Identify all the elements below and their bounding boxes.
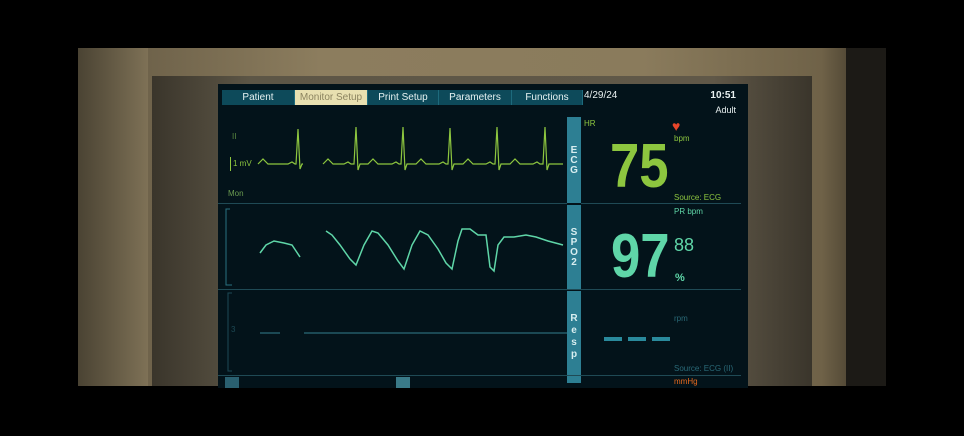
- time: 10:51: [710, 90, 736, 101]
- date: 4/29/24: [584, 90, 618, 101]
- scroll-handle[interactable]: [396, 377, 410, 388]
- ecg-label-text: ECG: [568, 145, 580, 175]
- spo2-unit: %: [675, 272, 685, 284]
- spo2-label-text: SPO2: [568, 227, 580, 267]
- menu-tabs: Patient Monitor Setup Print Setup Parame…: [222, 90, 583, 105]
- divider: [218, 203, 567, 204]
- scroll-handle[interactable]: [225, 377, 239, 388]
- spo2-value: 97: [611, 222, 670, 291]
- ecg-waveform: [257, 126, 563, 171]
- hr-source: Source: ECG: [674, 193, 722, 202]
- tab-functions[interactable]: Functions: [512, 90, 583, 105]
- ecg-scale: 1 mV: [230, 157, 252, 171]
- dash: [604, 337, 622, 341]
- spo2-section-label[interactable]: SPO2: [567, 205, 581, 289]
- resp-scale: 3: [231, 325, 236, 334]
- housing-edge: [78, 48, 148, 386]
- dash: [652, 337, 670, 341]
- resp-section-label[interactable]: Resp: [567, 291, 581, 383]
- pr-value: 88: [674, 235, 695, 255]
- heart-icon: ♥: [672, 118, 681, 134]
- tab-patient[interactable]: Patient: [222, 90, 295, 105]
- resp-waveform: [227, 292, 567, 372]
- nibp-unit: mmHg: [674, 377, 698, 386]
- resp-source: Source: ECG (II): [674, 364, 734, 373]
- monitor-screen: Patient Monitor Setup Print Setup Parame…: [218, 84, 748, 388]
- resp-unit: rpm: [674, 314, 688, 323]
- dash: [628, 337, 646, 341]
- ecg-lead: II: [232, 132, 237, 141]
- divider: [218, 375, 741, 376]
- tab-monitor-setup[interactable]: Monitor Setup: [295, 90, 368, 105]
- tab-parameters[interactable]: Parameters: [439, 90, 512, 105]
- resp-label-text: Resp: [568, 313, 580, 361]
- ecg-filter: Mon: [228, 189, 244, 198]
- hr-label: HR: [584, 119, 596, 128]
- housing-edge-right: [846, 48, 886, 386]
- pr-label: PR bpm: [674, 207, 703, 216]
- ecg-section-label[interactable]: ECG: [567, 117, 581, 203]
- divider: [218, 289, 741, 290]
- tab-print-setup[interactable]: Print Setup: [368, 90, 439, 105]
- spo2-waveform: [225, 208, 564, 286]
- hr-value: 75: [610, 132, 669, 201]
- resp-value: [604, 337, 670, 341]
- patient-type: Adult: [715, 105, 736, 115]
- hr-unit: bpm: [674, 134, 690, 143]
- divider: [581, 203, 741, 204]
